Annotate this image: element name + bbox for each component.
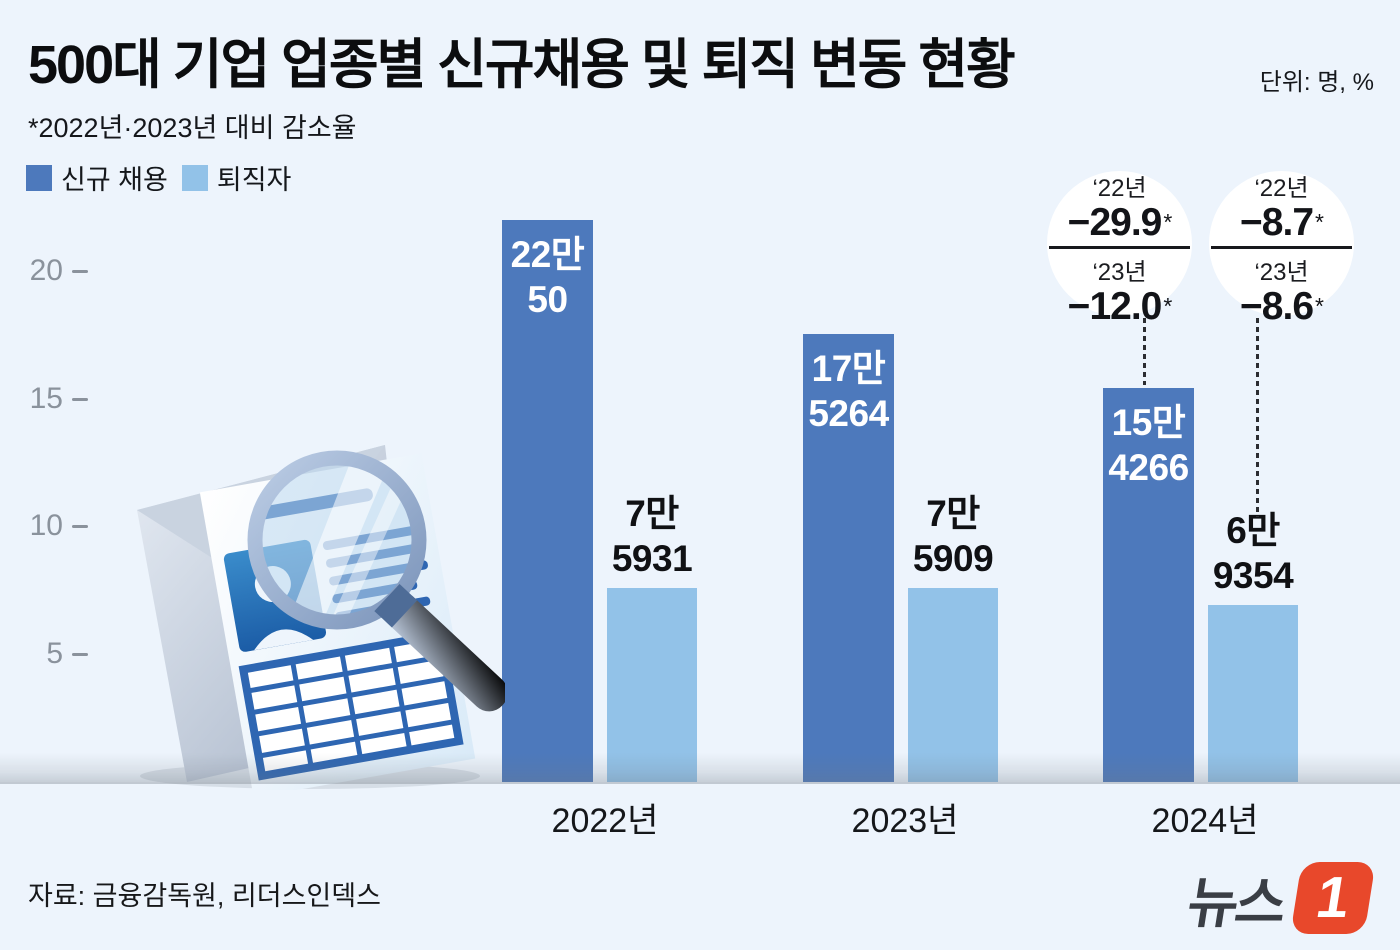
bar-value-label: 22만 50 <box>502 232 593 322</box>
annotation-value: −8.6* <box>1240 284 1324 328</box>
y-tick-10: 10 <box>0 509 88 543</box>
y-tick-label: 15 <box>29 382 63 415</box>
footnote: *2022년·2023년 대비 감소율 <box>28 113 357 143</box>
legend-item-new-hires: 신규 채용 <box>26 158 168 197</box>
magnifier-icon <box>247 450 505 712</box>
y-tick-dash <box>72 397 88 401</box>
legend-label-retirees: 퇴직자 <box>216 165 292 195</box>
annotation-circle-retirees: ‘22년 −8.7* ‘23년 −8.6* <box>1209 171 1354 326</box>
document-search-illustration <box>137 445 505 790</box>
bar-value-line: 9354 <box>1212 554 1294 596</box>
y-tick-dash <box>72 269 88 273</box>
annotation-year: ‘22년 <box>1254 174 1309 202</box>
bar-retirees-2023: 7만 5909 <box>908 493 998 782</box>
baseline-shadow <box>0 753 1400 784</box>
annotation-year: ‘22년 <box>1092 174 1147 202</box>
bar-value-line: 7만 <box>926 492 980 534</box>
bar-new-hires-2022: 22만 50 <box>502 219 593 782</box>
bar-value-label: 15만 4266 <box>1103 400 1194 490</box>
annotation-value: −8.7* <box>1240 200 1324 244</box>
annotation-circle-new-hires: ‘22년 −29.9* ‘23년 −12.0* <box>1047 171 1192 326</box>
bar-retirees-2022: 7만 5931 <box>607 493 697 782</box>
legend: 신규 채용 퇴직자 <box>26 158 291 197</box>
bar-value-line: 4266 <box>1108 447 1189 489</box>
annotation-row: ‘22년 −29.9* <box>1047 171 1192 246</box>
bar-value-label: 6만 9354 <box>1212 508 1294 598</box>
news1-logo-text: 뉴스 <box>1183 872 1289 934</box>
legend-label-new-hires: 신규 채용 <box>61 165 168 195</box>
bar-value-line: 5264 <box>808 393 889 435</box>
bar-new-hires-2023: 17만 5264 <box>803 334 894 782</box>
bar-value-label: 7만 5931 <box>611 491 693 581</box>
annotation-value: −29.9* <box>1067 200 1173 244</box>
legend-item-retirees: 퇴직자 <box>181 158 292 197</box>
y-tick-dash <box>72 524 88 528</box>
bar-value-label: 17만 5264 <box>803 346 894 436</box>
x-axis-label-2024: 2024년 <box>1151 802 1259 840</box>
y-tick-5: 5 <box>0 637 88 671</box>
annotation-row: ‘23년 −8.6* <box>1209 249 1354 327</box>
news1-logo: 뉴스 1 <box>1182 858 1376 938</box>
unit-label: 단위: 명, % <box>1259 69 1374 96</box>
bar-value-line: 6만 <box>1226 509 1280 551</box>
bar-value-line: 7만 <box>625 492 679 534</box>
source-label: 자료: 금융감독원, 리더스인덱스 <box>28 881 381 911</box>
y-tick-dash <box>72 652 88 656</box>
bar-value-label: 7만 5909 <box>912 491 994 581</box>
annotation-year: ‘23년 <box>1092 258 1147 286</box>
bar-value-line: 5931 <box>611 537 693 579</box>
bar-new-hires-2024: 15만 4266 <box>1103 387 1194 782</box>
y-tick-label: 20 <box>29 254 63 287</box>
x-axis-label-2022: 2022년 <box>551 802 659 840</box>
annotation-year: ‘23년 <box>1254 258 1309 286</box>
bar-value-line: 5909 <box>912 537 994 579</box>
bar-value-line: 17만 <box>811 348 886 390</box>
bar-value-line: 50 <box>527 278 568 320</box>
annotation-connector-line <box>1143 318 1146 385</box>
bar-retirees-2024: 6만 9354 <box>1208 510 1298 782</box>
annotation-row: ‘23년 −12.0* <box>1047 249 1192 327</box>
y-tick-label: 10 <box>29 509 63 542</box>
bar-value-line: 15만 <box>1111 401 1186 443</box>
annotation-row: ‘22년 −8.7* <box>1209 171 1354 246</box>
news1-logo-one: 1 <box>1311 865 1355 930</box>
annotation-divider <box>1049 245 1190 249</box>
annotation-value: −12.0* <box>1067 284 1173 328</box>
y-tick-label: 5 <box>46 637 63 670</box>
annotation-connector-line <box>1256 318 1259 517</box>
news1-logo-box: 1 <box>1290 862 1376 934</box>
page-title: 500대 기업 업종별 신규채용 및 퇴직 변동 현황 <box>28 35 1016 95</box>
y-tick-15: 15 <box>0 382 88 416</box>
x-axis-label-2023: 2023년 <box>851 802 959 840</box>
bar-value-line: 22만 <box>510 233 585 275</box>
legend-swatch-new-hires <box>26 164 52 191</box>
annotation-divider <box>1211 245 1352 249</box>
y-tick-20: 20 <box>0 254 88 288</box>
legend-swatch-retirees <box>181 164 208 191</box>
